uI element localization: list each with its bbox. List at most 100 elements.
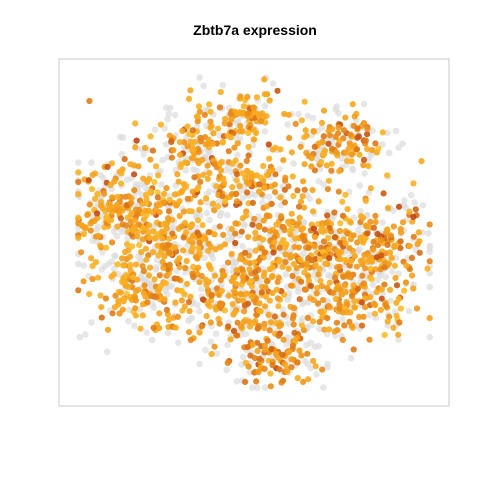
expression-point bbox=[188, 208, 195, 215]
expression-point bbox=[94, 215, 101, 222]
expression-point bbox=[250, 136, 257, 143]
expression-point bbox=[169, 230, 176, 237]
expression-point bbox=[161, 190, 168, 197]
background-point bbox=[232, 258, 239, 266]
expression-point bbox=[344, 230, 351, 237]
expression-point bbox=[208, 292, 215, 299]
expression-point bbox=[372, 218, 379, 226]
expression-point bbox=[243, 290, 250, 297]
expression-point bbox=[176, 255, 183, 262]
expression-point bbox=[290, 321, 297, 328]
expression-point bbox=[268, 345, 275, 353]
expression-point bbox=[221, 307, 228, 314]
expression-point bbox=[356, 151, 363, 158]
expression-point bbox=[261, 91, 268, 98]
expression-point bbox=[269, 362, 276, 369]
expression-point bbox=[233, 190, 240, 197]
background-point bbox=[140, 151, 148, 158]
expression-point bbox=[215, 315, 222, 322]
expression-point bbox=[310, 296, 317, 304]
expression-point bbox=[146, 234, 153, 241]
expression-point bbox=[185, 298, 193, 306]
expression-point bbox=[155, 288, 162, 295]
background-point bbox=[168, 282, 175, 290]
expression-point bbox=[217, 89, 224, 96]
expression-point bbox=[410, 233, 417, 240]
expression-point bbox=[336, 227, 343, 235]
expression-point bbox=[240, 277, 247, 284]
expression-point bbox=[357, 213, 365, 220]
expression-point bbox=[172, 244, 179, 251]
expression-point bbox=[159, 228, 166, 235]
expression-point bbox=[289, 315, 296, 322]
expression-point bbox=[131, 217, 138, 224]
background-point bbox=[99, 249, 106, 256]
expression-point bbox=[310, 225, 318, 232]
expression-point bbox=[395, 331, 402, 338]
expression-point bbox=[196, 206, 203, 213]
expression-point bbox=[370, 224, 377, 231]
background-point bbox=[426, 333, 434, 341]
expression-point bbox=[225, 259, 232, 266]
expression-point bbox=[110, 271, 118, 278]
background-point bbox=[283, 341, 290, 348]
expression-point bbox=[204, 175, 211, 182]
expression-point bbox=[174, 171, 181, 178]
expression-point bbox=[151, 179, 158, 186]
expression-point bbox=[378, 286, 385, 293]
expression-point bbox=[360, 162, 367, 169]
expression-point bbox=[424, 265, 431, 272]
expression-point bbox=[261, 365, 268, 372]
expression-point bbox=[233, 280, 240, 287]
expression-point bbox=[311, 143, 318, 150]
expression-point bbox=[98, 304, 105, 311]
expression-point bbox=[132, 120, 139, 127]
expression-point bbox=[104, 163, 111, 170]
background-point bbox=[196, 74, 203, 81]
expression-point bbox=[355, 133, 362, 140]
expression-point bbox=[231, 144, 238, 151]
expression-point bbox=[379, 129, 386, 136]
expression-point bbox=[373, 289, 380, 296]
expression-point bbox=[116, 310, 123, 317]
expression-point bbox=[318, 158, 325, 165]
expression-point bbox=[120, 296, 127, 303]
expression-point bbox=[131, 293, 139, 300]
expression-point bbox=[203, 195, 210, 202]
expression-point bbox=[133, 137, 140, 144]
expression-point bbox=[264, 277, 271, 284]
expression-point bbox=[277, 194, 284, 201]
expression-point bbox=[87, 220, 94, 227]
background-point bbox=[207, 338, 215, 346]
expression-point bbox=[280, 157, 287, 164]
expression-point bbox=[188, 247, 195, 254]
expression-point bbox=[80, 278, 87, 285]
expression-point bbox=[204, 141, 211, 148]
expression-point bbox=[176, 264, 183, 271]
expression-point bbox=[84, 211, 91, 219]
expression-point bbox=[217, 301, 224, 308]
expression-point bbox=[187, 293, 194, 300]
expression-point bbox=[284, 368, 291, 375]
expression-point bbox=[387, 286, 394, 293]
expression-point bbox=[378, 295, 385, 302]
expression-point bbox=[325, 303, 332, 310]
expression-point bbox=[252, 318, 259, 325]
expression-point bbox=[301, 204, 308, 211]
expression-point bbox=[208, 244, 215, 251]
expression-point bbox=[286, 227, 293, 235]
expression-point bbox=[291, 329, 298, 336]
expression-point bbox=[180, 247, 187, 254]
expression-point bbox=[108, 160, 116, 167]
expression-point bbox=[415, 229, 422, 236]
expression-point bbox=[234, 332, 241, 339]
expression-point bbox=[323, 162, 330, 169]
expression-point bbox=[91, 195, 99, 202]
expression-point bbox=[266, 168, 273, 175]
expression-point bbox=[300, 378, 307, 385]
background-point bbox=[203, 209, 211, 217]
expression-point bbox=[203, 281, 210, 289]
expression-point bbox=[94, 190, 101, 198]
expression-point bbox=[86, 201, 93, 208]
expression-point bbox=[161, 253, 168, 260]
